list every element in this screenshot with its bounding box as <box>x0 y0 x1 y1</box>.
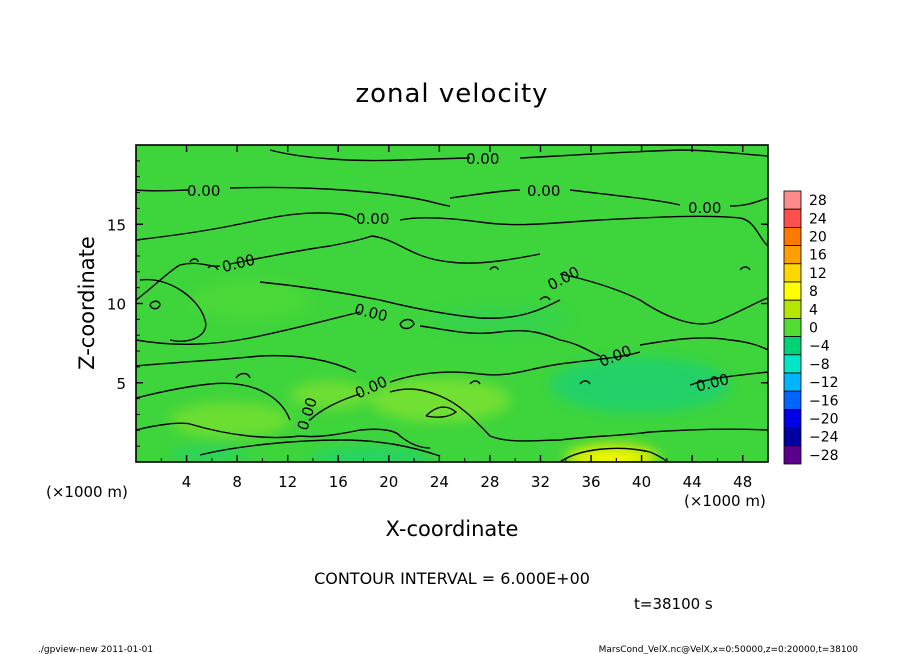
y-axis: 5 10 15 <box>107 160 768 447</box>
contour-label: 0.00 <box>466 150 499 168</box>
time-stamp: t=38100 s <box>634 595 713 613</box>
colorbar-swatch <box>783 208 802 228</box>
x-tick-label: 32 <box>531 473 550 491</box>
x-tick-label: 36 <box>581 473 600 491</box>
x-tick-label: 44 <box>683 473 702 491</box>
footer-left: ./gpview-new 2011-01-01 <box>38 645 153 654</box>
colorbar-label: −24 <box>809 430 839 446</box>
colorbar-label: −4 <box>809 339 830 355</box>
y-tick-label: 10 <box>107 296 126 314</box>
y-units-label: (×1000 m) <box>46 483 128 501</box>
colorbar-swatch <box>783 372 802 392</box>
colorbar-label: 24 <box>809 211 827 227</box>
plot-area: 0.00 0.00 0.00 0.00 0.00 0.00 0.00 0.00 … <box>136 145 768 462</box>
x-tick-label: 16 <box>329 473 348 491</box>
colorbar-swatch <box>783 408 802 428</box>
contour-label: 0.00 <box>688 199 721 217</box>
colorbar-swatch <box>783 354 802 374</box>
contour-label: 0.00 <box>187 182 220 200</box>
x-tick-label: 28 <box>480 473 499 491</box>
y-tick-label: 15 <box>107 216 126 234</box>
x-tick-label: 4 <box>182 473 192 491</box>
y-tick-label: 5 <box>116 375 126 393</box>
x-axis-title: X-coordinate <box>386 517 519 541</box>
colorbar-swatch <box>783 226 802 246</box>
colorbar-label: −16 <box>809 393 839 409</box>
colorbar-swatch <box>783 445 802 465</box>
colorbar-swatch <box>783 281 802 301</box>
colorbar-label: −20 <box>809 412 839 428</box>
chart-title: zonal velocity <box>355 79 548 109</box>
colorbar-swatch <box>783 317 802 337</box>
x-tick-label: 8 <box>232 473 242 491</box>
colorbar-label: 16 <box>809 248 827 264</box>
colorbar-label: −28 <box>809 448 839 464</box>
x-tick-label: 20 <box>379 473 398 491</box>
colorbar-label: −12 <box>809 375 839 391</box>
contour-label: 0.00 <box>356 210 389 228</box>
x-axis: 4 8 12 16 20 24 28 32 36 40 44 48 <box>160 145 752 491</box>
contour-label: 0.00 <box>527 182 560 200</box>
colorbar-label: 20 <box>809 230 827 246</box>
colorbar-label: 12 <box>809 266 827 282</box>
colorbar-label: 8 <box>809 284 818 300</box>
x-tick-label: 12 <box>278 473 297 491</box>
colorbar-label: 28 <box>809 193 827 209</box>
x-units-label: (×1000 m) <box>684 492 766 510</box>
colorbar-label: 0 <box>809 321 818 337</box>
colorbar-swatch <box>783 390 802 410</box>
colorbar: 28 24 20 16 12 8 4 0 −4 −8 −12 −16 −20 −24 −28 <box>783 190 839 465</box>
colorbar-label: −8 <box>809 357 830 373</box>
colorbar-swatch <box>783 427 802 447</box>
x-tick-label: 48 <box>733 473 752 491</box>
colorbar-swatch <box>783 336 802 356</box>
x-tick-label: 40 <box>632 473 651 491</box>
colorbar-swatch <box>783 299 802 319</box>
colorbar-swatch <box>783 190 802 210</box>
colorbar-swatch <box>783 245 802 265</box>
colorbar-label: 4 <box>809 302 818 318</box>
colorbar-swatch <box>783 263 802 283</box>
contour-interval-text: CONTOUR INTERVAL = 6.000E+00 <box>314 569 590 588</box>
footer-right: MarsCond_VelX.nc@VelX,x=0:50000,z=0:2000… <box>599 645 859 654</box>
contour-lines <box>136 149 768 462</box>
y-axis-title: Z-coordinate <box>75 236 99 370</box>
x-tick-label: 24 <box>430 473 449 491</box>
